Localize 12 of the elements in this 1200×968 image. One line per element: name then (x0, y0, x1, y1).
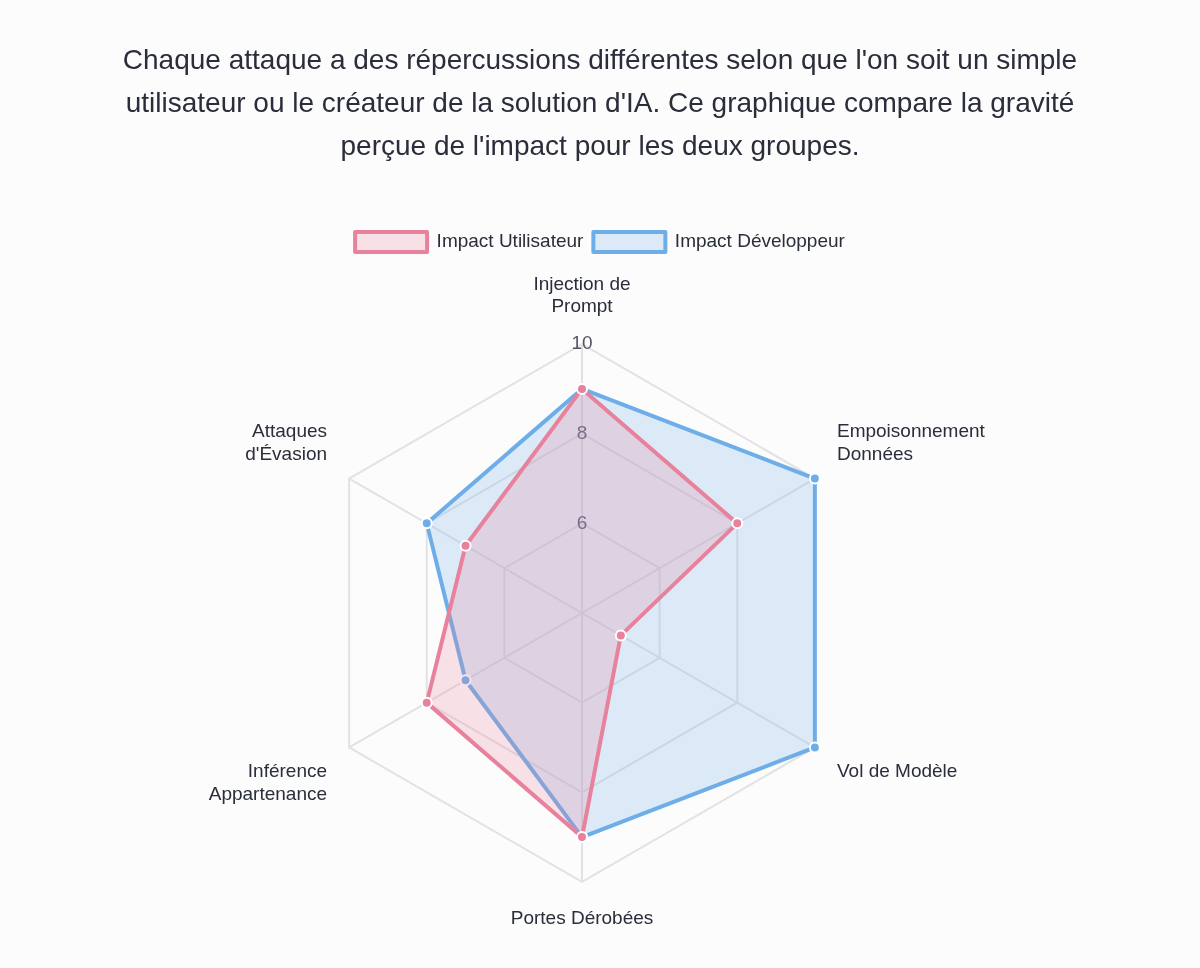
spoke-label: Vol de Modèle (836, 759, 958, 781)
y-tick-label: 6 (576, 511, 588, 533)
legend-label: Impact Utilisateur (436, 230, 585, 252)
spoke-label: Empoisonnement Données (836, 419, 986, 464)
spoke-label: Injection de Prompt (533, 272, 631, 317)
spoke-label: Attaques d'Évasion (245, 419, 328, 464)
y-tick-label: 8 (576, 421, 588, 443)
legend-label: Impact Développeur (674, 230, 846, 252)
spoke-label: Portes Dérobées (510, 907, 654, 929)
spoke-label: Inférence Appartenance (208, 759, 328, 804)
chart-title: Chaque attaque a des répercussions différentes selon que l'on soit un simple utilisateur ou le créateur de la solution d'IA. Ce graphique compare la gravité perçue de l'impact pour les deux groupes. (121, 43, 1079, 163)
y-tick-label: 10 (571, 332, 593, 354)
